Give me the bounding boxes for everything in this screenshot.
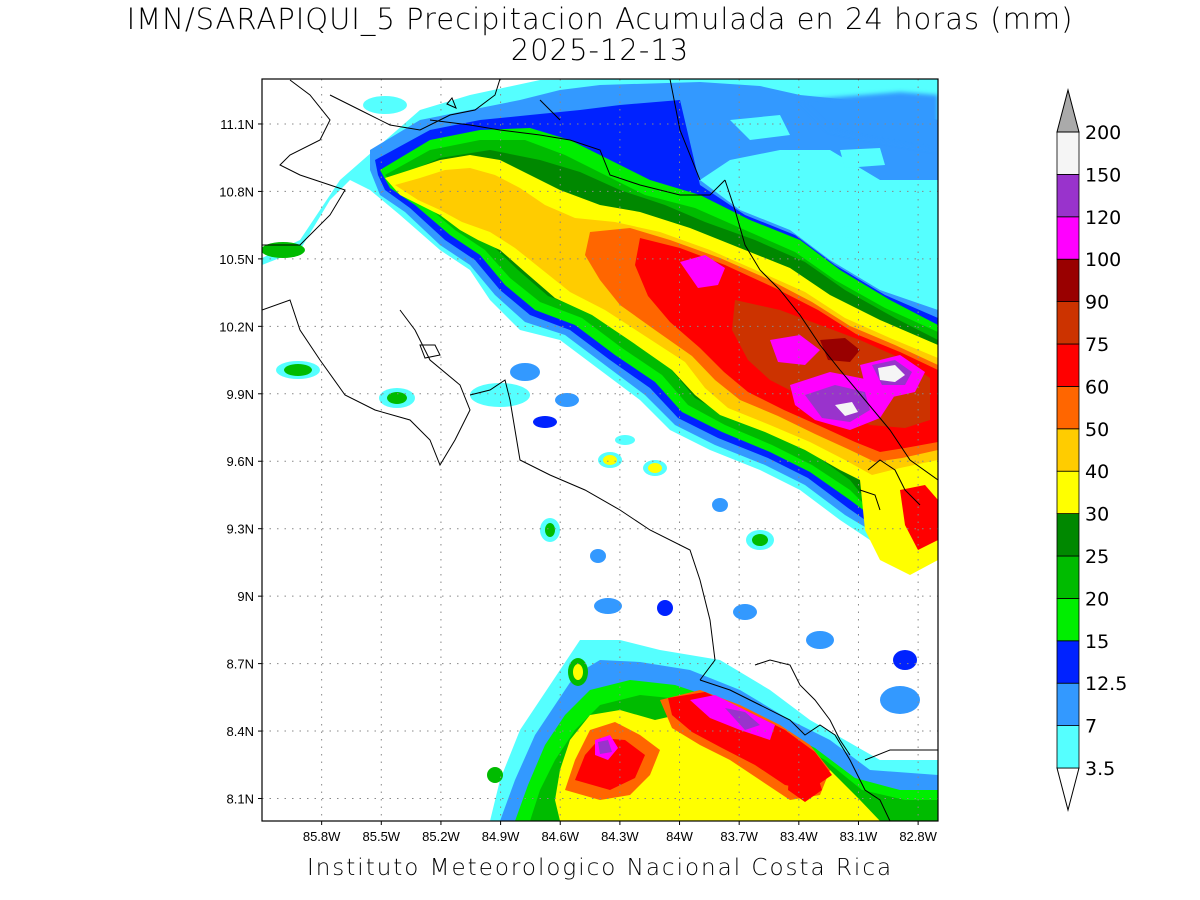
lon-tick-label: 83.4W — [780, 829, 818, 844]
colorbar-segment — [1056, 258, 1080, 303]
map-frame — [261, 78, 939, 822]
map-grid — [262, 79, 938, 821]
colorbar-segment — [1056, 470, 1080, 515]
footer-credit: Instituto Meteorologico Nacional Costa R… — [306, 855, 894, 881]
colorbar-label: 100 — [1085, 249, 1121, 271]
panama-border — [754, 659, 938, 761]
map-title: IMN/SARAPIQUI_5 Precipitacion Acumulada … — [126, 2, 1074, 36]
lat-tick-label: 9.6N — [227, 454, 254, 469]
lon-tick-label: 84.9W — [482, 829, 520, 844]
lon-tick-label: 84.6W — [541, 829, 579, 844]
lon-tick-label: 85.2W — [422, 829, 460, 844]
colorbar-segment — [1056, 131, 1080, 175]
colorbar-label: 120 — [1085, 207, 1121, 229]
southern-rain-system — [487, 640, 938, 821]
nicaragua-border — [262, 79, 726, 246]
lat-tick-label: 9.3N — [227, 522, 254, 537]
caribbean-coast — [724, 179, 938, 481]
lon-tick-label: 84.3W — [601, 829, 639, 844]
lat-tick-label: 8.7N — [227, 657, 254, 672]
nicoya-coast — [262, 299, 471, 467]
colorbar-label: 200 — [1085, 122, 1121, 144]
caribbean-rain-band — [262, 79, 938, 575]
colorbar-segment — [1056, 343, 1080, 387]
osa-peninsula — [699, 679, 891, 821]
colorbar-segment — [1056, 301, 1080, 345]
colorbar-label: 25 — [1085, 546, 1109, 568]
colorbar-segment — [1056, 598, 1080, 642]
colorbar-segment — [1056, 682, 1080, 727]
colorbar-segment — [1056, 428, 1080, 472]
lat-tick-label: 8.4N — [227, 724, 254, 739]
colorbar-segment — [1056, 513, 1080, 557]
lon-tick-label: 83.1W — [840, 829, 878, 844]
colorbar-segment — [1056, 640, 1080, 684]
colorbar-label: 40 — [1085, 461, 1109, 483]
latitude-axis: 11.1N 10.8N 10.5N 10.2N 9.9N 9.6N 9.3N 9N 8.7N 8.… — [219, 117, 262, 807]
colorbar-segment — [1056, 725, 1080, 769]
lake-shore — [329, 79, 501, 131]
colorbar-under-triangle — [1056, 767, 1080, 812]
colorbar-label: 60 — [1085, 376, 1109, 398]
lat-tick-label: 10.8N — [219, 184, 254, 199]
lat-tick-label: 10.2N — [219, 319, 254, 334]
colorbar-label: 150 — [1085, 164, 1121, 186]
map-date: 2025-12-13 — [510, 33, 690, 67]
longitude-axis: 85.8W 85.5W 85.2W 84.9W 84.6W 84.3W 84W 83.7W 83… — [303, 821, 938, 844]
lat-tick-label: 8.1N — [227, 792, 254, 807]
colorbar-label: 12.5 — [1085, 673, 1127, 695]
colorbar-label: 75 — [1085, 334, 1109, 356]
lon-tick-label: 84W — [666, 829, 693, 844]
colorbar-label: 20 — [1085, 588, 1109, 610]
lat-tick-label: 9.9N — [227, 387, 254, 402]
colorbar-segment — [1056, 555, 1080, 599]
coastlines-and-borders — [262, 79, 938, 821]
lon-tick-label: 82.8W — [899, 829, 937, 844]
lon-tick-label: 85.8W — [303, 829, 341, 844]
north-border-2 — [539, 79, 701, 181]
lon-tick-label: 83.7W — [720, 829, 758, 844]
colorbar-segment — [1056, 385, 1080, 430]
bocas-coast — [859, 459, 921, 511]
colorbar-label: 3.5 — [1085, 758, 1115, 780]
colorbar-label: 50 — [1085, 419, 1109, 441]
colorbar-label: 7 — [1085, 716, 1097, 738]
colorbar-label: 30 — [1085, 504, 1109, 526]
lat-tick-label: 11.1N — [220, 117, 254, 132]
island — [446, 97, 457, 109]
colorbar-label: 90 — [1085, 292, 1109, 314]
lat-tick-label: 10.5N — [219, 252, 254, 267]
colorbar-segment — [1056, 216, 1080, 260]
colorbar: 3.5 7 12.5 15 20 25 30 40 50 60 75 90 100 120 150 200 — [1056, 88, 1127, 812]
lon-tick-label: 85.5W — [363, 829, 401, 844]
gulf-nicoya — [419, 344, 716, 681]
colorbar-over-triangle — [1056, 88, 1080, 133]
lat-tick-label: 9N — [237, 589, 254, 604]
colorbar-segment — [1056, 173, 1080, 218]
precipitation-field — [262, 79, 938, 821]
scattered-cells — [262, 96, 920, 714]
colorbar-label: 15 — [1085, 631, 1109, 653]
